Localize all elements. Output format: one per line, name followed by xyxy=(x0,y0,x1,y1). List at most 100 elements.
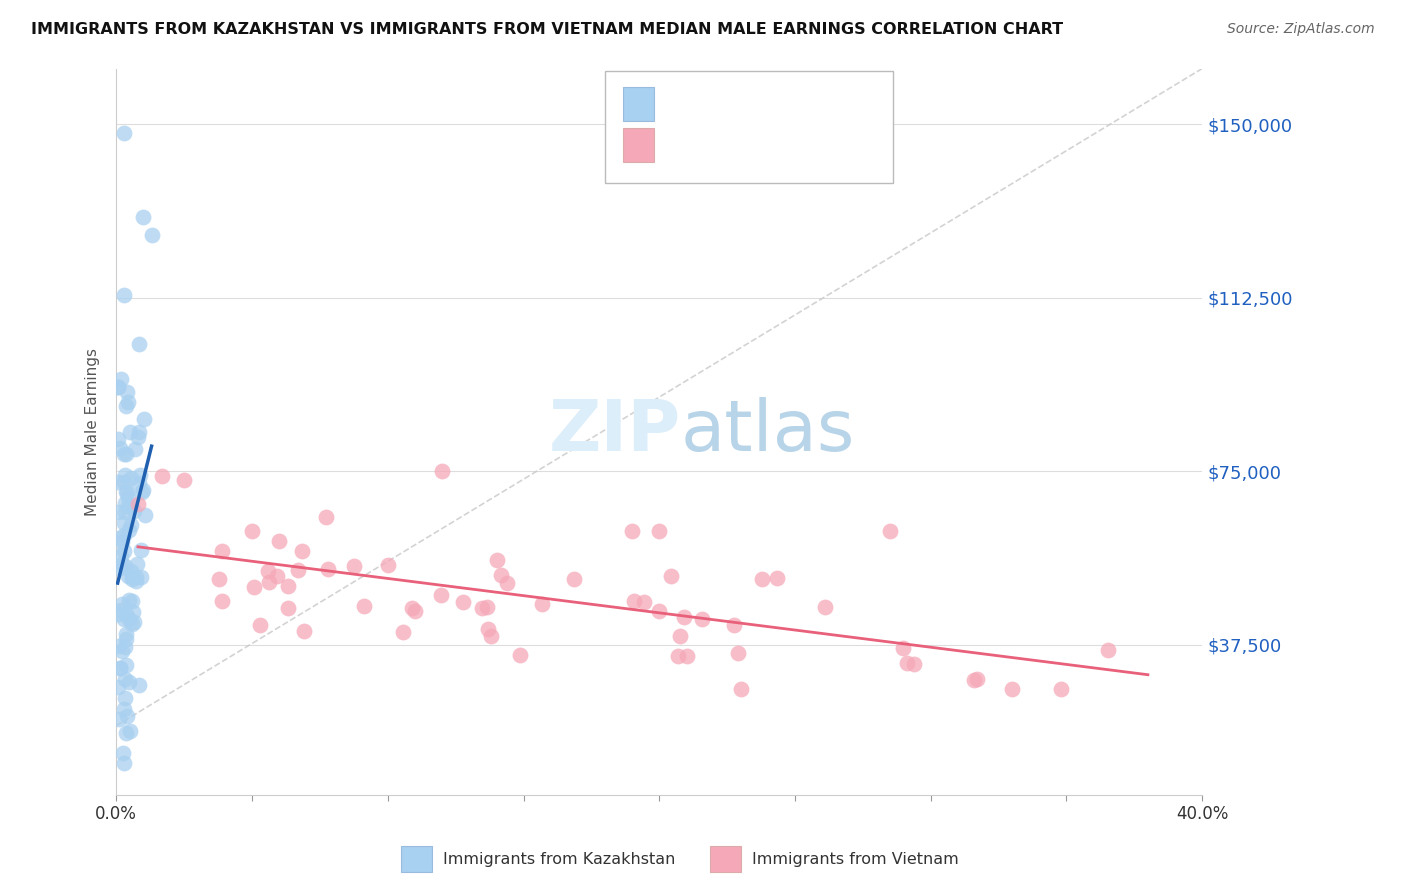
Point xyxy=(121,471,143,485)
Point xyxy=(115,725,138,739)
Point xyxy=(108,661,131,675)
Point xyxy=(110,603,132,617)
Point xyxy=(623,594,645,608)
Point xyxy=(814,599,837,614)
Point xyxy=(114,505,136,519)
Point xyxy=(277,601,299,615)
Point xyxy=(377,558,399,572)
Point xyxy=(287,563,309,577)
Point xyxy=(122,503,145,517)
Point xyxy=(496,576,519,591)
Point xyxy=(489,568,512,582)
Point xyxy=(114,447,136,461)
Point xyxy=(131,485,153,500)
Text: R =  0.242   N = 89: R = 0.242 N = 89 xyxy=(662,89,838,107)
Point xyxy=(141,228,163,243)
Point xyxy=(292,624,315,638)
Point xyxy=(115,657,138,672)
Point xyxy=(343,559,366,574)
Point xyxy=(392,624,415,639)
Point xyxy=(128,678,150,692)
Point xyxy=(353,599,375,613)
Point xyxy=(128,336,150,351)
Point xyxy=(128,467,150,482)
Point xyxy=(211,594,233,608)
Point xyxy=(211,544,233,558)
Point xyxy=(963,673,986,687)
Point xyxy=(120,498,142,512)
Point xyxy=(471,600,494,615)
Point xyxy=(117,395,139,409)
Point xyxy=(269,533,291,548)
Point xyxy=(128,425,150,440)
Point xyxy=(277,579,299,593)
Point xyxy=(633,594,655,608)
Point xyxy=(257,574,280,589)
Point xyxy=(134,508,156,522)
Point xyxy=(173,474,195,488)
Point xyxy=(112,756,135,770)
Point xyxy=(316,562,339,576)
Point xyxy=(125,558,148,572)
Point xyxy=(430,589,453,603)
Point xyxy=(727,646,749,660)
Point xyxy=(451,594,474,608)
Point xyxy=(120,517,142,532)
Point xyxy=(751,573,773,587)
Point xyxy=(131,483,153,497)
Point xyxy=(108,441,131,455)
Text: Source: ZipAtlas.com: Source: ZipAtlas.com xyxy=(1227,22,1375,37)
Point xyxy=(111,535,134,549)
Point xyxy=(152,468,174,483)
Point xyxy=(121,593,143,607)
Point xyxy=(896,656,918,670)
Point xyxy=(124,574,146,588)
Point xyxy=(132,210,155,224)
Point xyxy=(118,523,141,537)
Text: ZIP: ZIP xyxy=(548,397,681,467)
Point xyxy=(121,570,143,584)
Point xyxy=(112,288,135,302)
Point xyxy=(107,712,129,726)
Point xyxy=(562,572,585,586)
Point xyxy=(401,601,423,615)
Point xyxy=(118,675,141,690)
Point xyxy=(108,661,131,675)
Point xyxy=(966,672,988,686)
Point xyxy=(531,597,554,611)
Point xyxy=(107,505,129,519)
Point xyxy=(127,429,149,443)
Text: Immigrants from Kazakhstan: Immigrants from Kazakhstan xyxy=(443,853,675,867)
Point xyxy=(676,648,699,663)
Point xyxy=(122,605,145,619)
Text: atlas: atlas xyxy=(681,397,855,467)
Point xyxy=(690,612,713,626)
Point xyxy=(666,648,689,663)
Point xyxy=(107,681,129,695)
Point xyxy=(114,632,136,646)
Point xyxy=(1050,681,1073,696)
Point xyxy=(249,618,271,632)
Point xyxy=(659,569,682,583)
Point xyxy=(115,484,138,499)
Point xyxy=(128,475,150,490)
Point xyxy=(240,524,263,539)
Point xyxy=(723,617,745,632)
Point xyxy=(107,475,129,490)
Point xyxy=(112,126,135,140)
Point xyxy=(730,681,752,696)
Point xyxy=(108,531,131,545)
Point xyxy=(114,467,136,482)
Point xyxy=(120,724,142,739)
Point xyxy=(879,524,901,539)
Point xyxy=(257,565,280,579)
Point xyxy=(114,484,136,499)
Point xyxy=(648,524,671,539)
Point xyxy=(115,709,138,723)
Point xyxy=(124,615,146,629)
Point xyxy=(132,412,155,426)
Point xyxy=(111,644,134,658)
Point xyxy=(766,571,789,585)
Point xyxy=(117,490,139,504)
Point xyxy=(107,380,129,394)
